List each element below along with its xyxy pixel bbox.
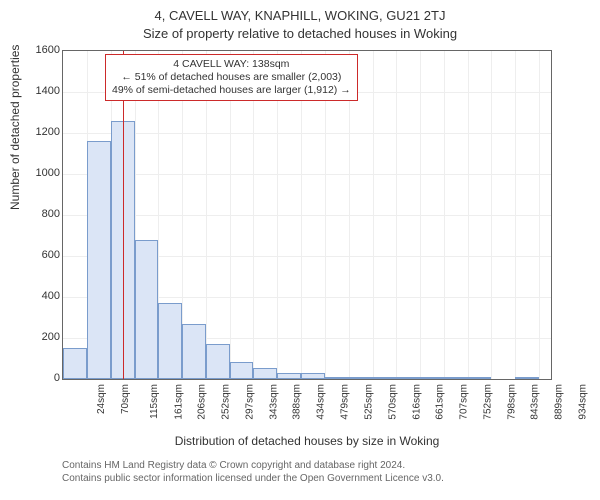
histogram-bar bbox=[158, 303, 182, 379]
x-tick-label: 752sqm bbox=[482, 384, 493, 420]
histogram-bar bbox=[373, 377, 397, 379]
x-tick-label: 661sqm bbox=[435, 384, 446, 420]
histogram-bar bbox=[135, 240, 159, 379]
histogram-bar bbox=[396, 377, 420, 379]
histogram-bar bbox=[301, 373, 325, 379]
info-line2: ← 51% of detached houses are smaller (2,… bbox=[112, 71, 351, 84]
chart-title-line2: Size of property relative to detached ho… bbox=[0, 26, 600, 41]
gridline-v bbox=[420, 51, 421, 379]
footer-line1: Contains HM Land Registry data © Crown c… bbox=[62, 460, 552, 473]
x-tick-label: 843sqm bbox=[530, 384, 541, 420]
x-tick-label: 434sqm bbox=[316, 384, 327, 420]
plot-area: 4 CAVELL WAY: 138sqm ← 51% of detached h… bbox=[62, 50, 552, 380]
y-tick-label: 400 bbox=[10, 290, 60, 302]
histogram-bar bbox=[325, 377, 349, 379]
histogram-bar bbox=[349, 377, 373, 379]
y-tick-label: 0 bbox=[10, 372, 60, 384]
histogram-bar bbox=[182, 324, 206, 379]
x-tick-label: 206sqm bbox=[197, 384, 208, 420]
x-axis-caption: Distribution of detached houses by size … bbox=[62, 434, 552, 448]
x-tick-label: 525sqm bbox=[364, 384, 375, 420]
x-tick-label: 479sqm bbox=[340, 384, 351, 420]
footer-line2: Contains public sector information licen… bbox=[62, 473, 552, 486]
gridline-v bbox=[396, 51, 397, 379]
gridline-v bbox=[539, 51, 540, 379]
y-tick-label: 800 bbox=[10, 208, 60, 220]
histogram-bar bbox=[444, 377, 468, 379]
histogram-bar bbox=[253, 368, 277, 379]
x-tick-label: 70sqm bbox=[120, 384, 131, 414]
gridline-h bbox=[63, 174, 551, 175]
histogram-bar bbox=[420, 377, 444, 379]
histogram-bar bbox=[87, 141, 111, 379]
footer-attribution: Contains HM Land Registry data © Crown c… bbox=[62, 460, 552, 485]
x-tick-label: 24sqm bbox=[96, 384, 107, 414]
histogram-bar bbox=[468, 377, 492, 379]
y-tick-label: 1400 bbox=[10, 85, 60, 97]
y-tick-label: 600 bbox=[10, 249, 60, 261]
x-tick-label: 570sqm bbox=[387, 384, 398, 420]
histogram-bar bbox=[63, 348, 87, 379]
x-tick-label: 115sqm bbox=[148, 384, 159, 419]
y-tick-label: 1000 bbox=[10, 167, 60, 179]
chart-title-line1: 4, CAVELL WAY, KNAPHILL, WOKING, GU21 2T… bbox=[0, 8, 600, 23]
x-tick-label: 616sqm bbox=[411, 384, 422, 420]
y-tick-label: 1200 bbox=[10, 126, 60, 138]
histogram-bar bbox=[206, 344, 230, 379]
gridline-v bbox=[468, 51, 469, 379]
x-tick-label: 388sqm bbox=[292, 384, 303, 420]
x-tick-label: 889sqm bbox=[554, 384, 565, 420]
histogram-bar bbox=[515, 377, 539, 379]
info-line1: 4 CAVELL WAY: 138sqm bbox=[112, 58, 351, 71]
y-tick-label: 200 bbox=[10, 331, 60, 343]
x-tick-label: 707sqm bbox=[459, 384, 470, 420]
x-tick-label: 297sqm bbox=[244, 384, 255, 420]
x-tick-label: 252sqm bbox=[221, 384, 232, 420]
histogram-bar bbox=[230, 362, 254, 379]
gridline-v bbox=[515, 51, 516, 379]
x-tick-label: 934sqm bbox=[578, 384, 589, 420]
marker-info-box: 4 CAVELL WAY: 138sqm ← 51% of detached h… bbox=[105, 54, 358, 101]
gridline-h bbox=[63, 215, 551, 216]
gridline-v bbox=[444, 51, 445, 379]
chart-container: 4, CAVELL WAY, KNAPHILL, WOKING, GU21 2T… bbox=[0, 0, 600, 500]
x-tick-label: 798sqm bbox=[506, 384, 517, 420]
histogram-bar bbox=[277, 373, 301, 379]
gridline-v bbox=[373, 51, 374, 379]
x-tick-label: 161sqm bbox=[173, 384, 184, 420]
y-tick-label: 1600 bbox=[10, 44, 60, 56]
info-line3: 49% of semi-detached houses are larger (… bbox=[112, 84, 351, 97]
gridline-v bbox=[491, 51, 492, 379]
x-tick-label: 343sqm bbox=[268, 384, 279, 420]
gridline-h bbox=[63, 133, 551, 134]
